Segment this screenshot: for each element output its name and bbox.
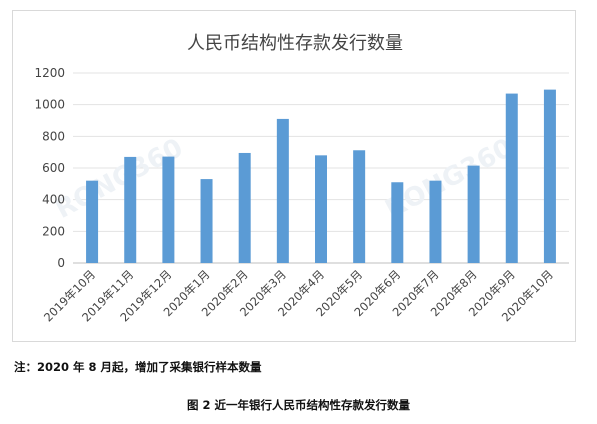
- footnote: 注：2020 年 8 月起，增加了采集银行样本数量: [14, 360, 262, 374]
- bar: [200, 179, 213, 263]
- chart-frame: 人民币结构性存款发行数量 RONG360 RONG360 0 200 400 600 80…: [12, 10, 576, 342]
- bar: [505, 93, 518, 263]
- y-tick-label: 200: [42, 224, 65, 238]
- bar: [543, 89, 556, 263]
- bar: [467, 165, 480, 263]
- y-tick-label: 0: [57, 256, 65, 270]
- bar-chart: 人民币结构性存款发行数量 RONG360 RONG360 020040060080…: [34, 33, 569, 324]
- y-tick-labels: 0 200 400 600 800 1000 1200: [34, 66, 65, 270]
- bar: [124, 156, 137, 263]
- y-tick-label: 600: [42, 161, 65, 175]
- bar: [162, 156, 175, 263]
- figure-caption: 图 2 近一年银行人民币结构性存款发行数量: [186, 398, 410, 412]
- y-tick-label: 800: [42, 129, 65, 143]
- bar: [86, 180, 99, 263]
- bar: [429, 180, 442, 263]
- bar: [391, 182, 404, 263]
- y-tick-label: 1000: [34, 98, 65, 112]
- x-tick-labels: 2019年10月2019年11月2019年12月2020年1月2020年2月20…: [41, 267, 556, 324]
- bar: [353, 150, 366, 263]
- bar: [315, 155, 327, 263]
- y-tick-label: 1200: [34, 66, 65, 80]
- bars: [86, 89, 556, 264]
- bar: [238, 152, 251, 263]
- chart-title: 人民币结构性存款发行数量: [187, 33, 403, 54]
- y-tick-label: 400: [42, 193, 65, 207]
- bar: [276, 118, 289, 264]
